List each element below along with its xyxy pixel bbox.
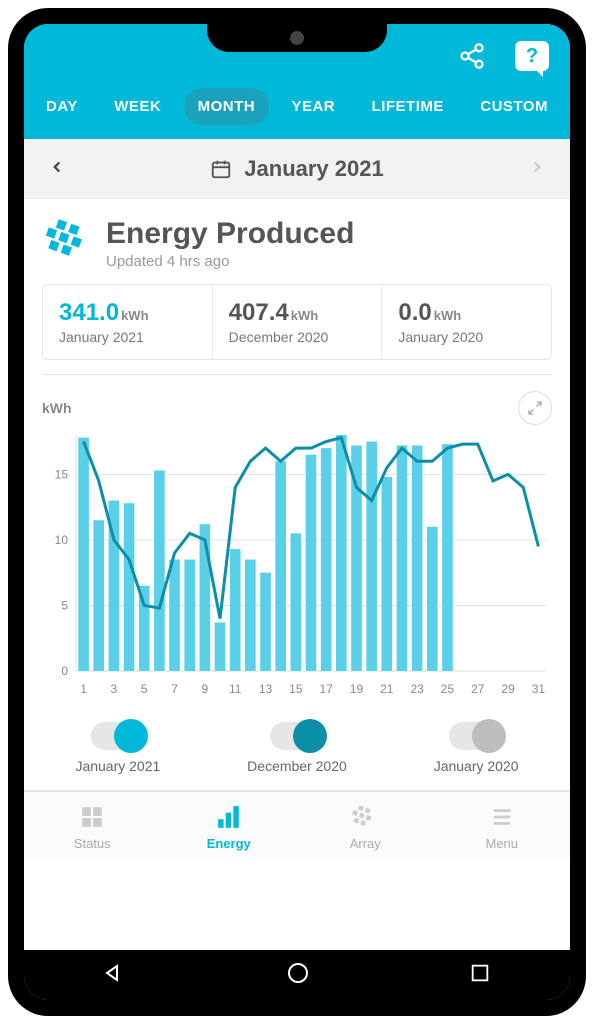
svg-text:11: 11 bbox=[229, 682, 242, 696]
svg-text:19: 19 bbox=[350, 682, 364, 696]
svg-text:25: 25 bbox=[441, 682, 455, 696]
range-tab-custom[interactable]: CUSTOM bbox=[466, 88, 562, 125]
svg-text:15: 15 bbox=[55, 467, 69, 481]
content-area: Energy Produced Updated 4 hrs ago 341.0k… bbox=[24, 199, 570, 950]
android-recent-button[interactable] bbox=[469, 962, 491, 989]
svg-text:0: 0 bbox=[61, 664, 68, 678]
chart-zone: kWh 051015135791113151719212325272931 bbox=[24, 381, 570, 712]
help-icon[interactable]: ? bbox=[514, 38, 550, 74]
range-tab-lifetime[interactable]: LIFETIME bbox=[358, 88, 458, 125]
share-icon[interactable] bbox=[454, 38, 490, 74]
updated-subtitle: Updated 4 hrs ago bbox=[106, 253, 354, 270]
bottom-tabs: StatusEnergyArrayMenu bbox=[24, 791, 570, 859]
next-period-button[interactable] bbox=[522, 155, 552, 183]
svg-text:7: 7 bbox=[171, 682, 178, 696]
svg-text:5: 5 bbox=[61, 598, 68, 612]
range-tab-month[interactable]: MONTH bbox=[184, 88, 270, 125]
svg-text:23: 23 bbox=[410, 682, 424, 696]
brand-icon bbox=[46, 217, 90, 261]
chart-y-unit: kWh bbox=[42, 400, 72, 416]
legend-row: January 2021 December 2020 January 2020 bbox=[24, 712, 570, 791]
range-tab-week[interactable]: WEEK bbox=[100, 88, 175, 125]
expand-chart-button[interactable] bbox=[518, 391, 552, 425]
svg-text:5: 5 bbox=[141, 682, 148, 696]
range-tab-day[interactable]: DAY bbox=[32, 88, 92, 125]
date-label: January 2021 bbox=[244, 156, 383, 182]
svg-text:29: 29 bbox=[501, 682, 515, 696]
range-tabs: DAYWEEKMONTHYEARLIFETIMECUSTOM bbox=[24, 88, 570, 139]
phone-frame: ? DAYWEEKMONTHYEARLIFETIMECUSTOM January… bbox=[8, 8, 586, 1016]
series-toggle[interactable] bbox=[270, 722, 324, 750]
svg-text:21: 21 bbox=[380, 682, 394, 696]
bottom-tab-array[interactable]: Array bbox=[297, 792, 434, 859]
android-nav-bar bbox=[24, 950, 570, 1000]
svg-text:15: 15 bbox=[289, 682, 303, 696]
svg-text:31: 31 bbox=[532, 682, 546, 696]
legend-item: January 2020 bbox=[434, 722, 519, 774]
svg-text:13: 13 bbox=[259, 682, 273, 696]
series-toggle[interactable] bbox=[449, 722, 503, 750]
date-navigator: January 2021 bbox=[24, 139, 570, 199]
bottom-tab-menu[interactable]: Menu bbox=[434, 792, 571, 859]
svg-text:27: 27 bbox=[471, 682, 485, 696]
date-display[interactable]: January 2021 bbox=[210, 156, 383, 182]
android-back-button[interactable] bbox=[103, 961, 127, 990]
svg-text:3: 3 bbox=[111, 682, 118, 696]
series-toggle[interactable] bbox=[91, 722, 145, 750]
stat-card: 407.4kWhDecember 2020 bbox=[213, 285, 383, 359]
stat-card: 341.0kWhJanuary 2021 bbox=[43, 285, 213, 359]
page-title: Energy Produced bbox=[106, 217, 354, 251]
stat-card: 0.0kWhJanuary 2020 bbox=[382, 285, 551, 359]
bottom-tab-status[interactable]: Status bbox=[24, 792, 161, 859]
energy-chart[interactable]: 051015135791113151719212325272931 bbox=[42, 431, 552, 701]
screen: ? DAYWEEKMONTHYEARLIFETIMECUSTOM January… bbox=[24, 24, 570, 1000]
stats-row: 341.0kWhJanuary 2021407.4kWhDecember 202… bbox=[42, 284, 552, 360]
calendar-icon bbox=[210, 158, 232, 180]
legend-item: December 2020 bbox=[247, 722, 347, 774]
divider bbox=[42, 374, 552, 375]
prev-period-button[interactable] bbox=[42, 155, 72, 183]
svg-text:10: 10 bbox=[55, 533, 69, 547]
legend-item: January 2021 bbox=[75, 722, 160, 774]
bottom-tab-energy[interactable]: Energy bbox=[161, 792, 298, 859]
svg-text:1: 1 bbox=[80, 682, 87, 696]
android-home-button[interactable] bbox=[286, 961, 310, 990]
svg-text:17: 17 bbox=[319, 682, 333, 696]
range-tab-year[interactable]: YEAR bbox=[277, 88, 349, 125]
svg-text:9: 9 bbox=[202, 682, 209, 696]
page-title-block: Energy Produced Updated 4 hrs ago bbox=[24, 199, 570, 284]
phone-notch bbox=[207, 24, 387, 52]
